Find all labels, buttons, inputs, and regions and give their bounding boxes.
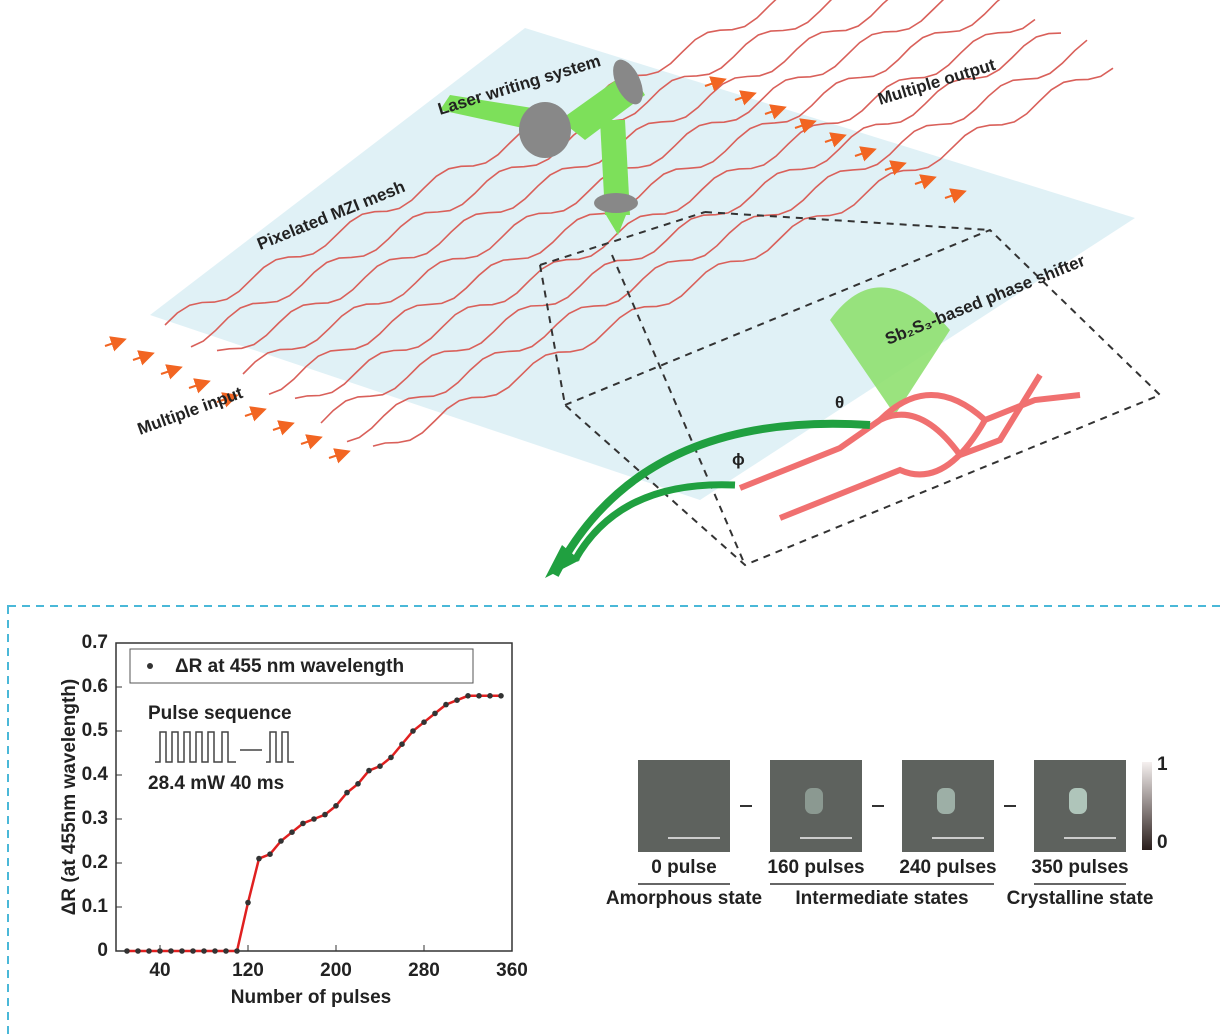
input-arrow <box>189 382 207 388</box>
y-tick-label: 0.7 <box>82 632 108 653</box>
data-point <box>223 948 229 954</box>
label: Multiple input <box>135 383 246 439</box>
data-point <box>179 948 185 954</box>
colorbar-label: 1 <box>1157 754 1168 775</box>
data-point <box>289 829 295 835</box>
x-tick-label: 280 <box>408 960 440 981</box>
y-tick-label: 0 <box>97 940 108 961</box>
input-arrow <box>161 368 179 374</box>
data-point <box>410 728 416 734</box>
data-point <box>212 948 218 954</box>
written-pixel <box>1069 788 1087 814</box>
pulse-label: 240 pulses <box>899 857 996 878</box>
y-tick-label: 0.5 <box>82 720 109 741</box>
input-arrow <box>273 424 291 430</box>
pulse-label: 160 pulses <box>767 857 864 878</box>
colorbar <box>1142 762 1152 850</box>
data-point <box>146 948 152 954</box>
group-label: Intermediate states <box>795 888 968 909</box>
data-point <box>344 790 350 796</box>
data-point <box>278 838 284 844</box>
data-point <box>234 948 240 954</box>
arrow-head <box>545 545 580 578</box>
input-arrow <box>245 410 263 416</box>
data-point <box>168 948 174 954</box>
input-arrow <box>133 354 151 360</box>
data-point <box>498 693 504 699</box>
group-label: Amorphous state <box>606 888 762 909</box>
y-tick-label: 0.3 <box>82 808 108 829</box>
data-point <box>432 711 438 717</box>
series-line <box>127 696 501 951</box>
input-arrow <box>105 340 123 346</box>
written-pixel <box>805 788 823 814</box>
pulse-label: 0 pulse <box>651 857 716 878</box>
colorbar-label: 0 <box>1157 832 1168 853</box>
input-arrow <box>329 452 347 458</box>
data-point <box>465 693 471 699</box>
data-point <box>256 856 262 862</box>
figure: Laser writing system Multiple output Pix… <box>0 0 1225 1034</box>
pulse-label: 350 pulses <box>1031 857 1128 878</box>
chip-plane <box>150 28 1135 500</box>
phi-arrow <box>575 485 735 560</box>
label: ϕ <box>732 450 745 469</box>
data-point <box>245 900 251 906</box>
input-arrow <box>301 438 319 444</box>
y-tick-label: 0.2 <box>82 852 108 873</box>
data-point <box>124 948 130 954</box>
y-tick-label: 0.4 <box>82 764 109 785</box>
data-point <box>487 693 493 699</box>
legend-marker <box>147 663 153 669</box>
data-point <box>399 741 405 747</box>
data-point <box>476 693 482 699</box>
data-point <box>421 719 427 725</box>
label: θ <box>835 393 844 412</box>
data-point <box>267 851 273 857</box>
written-pixel <box>937 788 955 814</box>
legend-label: ΔR at 455 nm wavelength <box>175 656 404 677</box>
x-tick-label: 120 <box>232 960 264 981</box>
data-point <box>333 803 339 809</box>
lens <box>594 193 638 213</box>
x-tick-label: 200 <box>320 960 352 981</box>
x-axis-label: Number of pulses <box>231 987 391 1008</box>
x-tick-label: 40 <box>149 960 170 981</box>
data-point <box>311 816 317 822</box>
data-point <box>135 948 141 954</box>
y-tick-label: 0.1 <box>82 896 109 917</box>
data-point <box>388 755 394 761</box>
chart: ΔR (at 455nm wavelength) Number of pulse… <box>59 632 528 1008</box>
page: Laser writing system Multiple output Pix… <box>0 0 1225 1034</box>
x-tick-label: 360 <box>496 960 528 981</box>
y-axis-label: ΔR (at 455nm wavelength) <box>59 679 80 915</box>
inset-title: Pulse sequence <box>148 703 292 724</box>
data-point <box>377 763 383 769</box>
data-point <box>355 781 361 787</box>
y-tick-label: 0.6 <box>82 676 108 697</box>
data-point <box>201 948 207 954</box>
data-point <box>443 702 449 708</box>
data-point <box>157 948 163 954</box>
data-point <box>190 948 196 954</box>
pulse-glyph <box>155 732 294 762</box>
data-point <box>322 812 328 818</box>
plot-frame <box>116 643 512 951</box>
data-point <box>454 697 460 703</box>
data-point <box>366 768 372 774</box>
mirror <box>519 102 571 158</box>
data-point <box>300 821 306 827</box>
state-images: 0 pulse 160 pulses 240 pulses 350 pulses Amo… <box>606 754 1168 909</box>
inset-label: 28.4 mW 40 ms <box>148 773 284 794</box>
diagram: Laser writing system Multiple output Pix… <box>105 0 1160 578</box>
group-label: Crystalline state <box>1007 888 1154 909</box>
